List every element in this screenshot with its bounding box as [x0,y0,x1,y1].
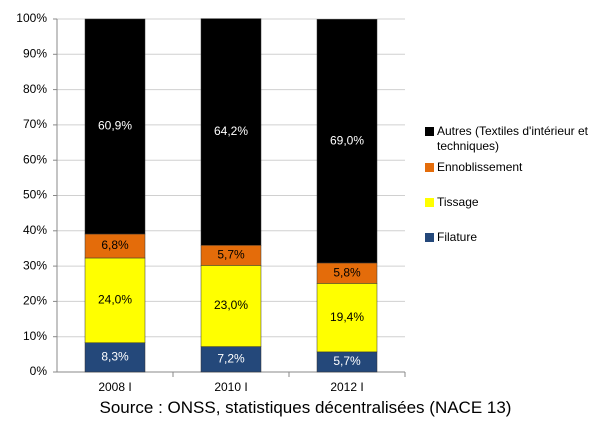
data-label: 7,2% [217,351,245,365]
y-tick-label: 80% [23,82,47,96]
bar-segment [84,257,146,343]
data-label: 23,0% [214,298,248,312]
bar-segment [316,283,378,353]
y-tick-label: 70% [23,117,47,131]
data-label: 5,8% [333,265,361,279]
x-tick-label: 2012 I [330,380,363,394]
y-tick-label: 30% [23,258,47,272]
legend-swatch [425,233,434,242]
legend-label: Filature [437,230,478,244]
bar-segment [200,346,262,373]
data-label: 24,0% [98,293,132,307]
bar-segment [84,233,146,259]
legend-item: Tissage [425,195,611,210]
legend-item: Autres (Textiles d'intérieur et techniqu… [425,124,611,154]
y-tick-label: 0% [30,364,48,378]
legend-label: Ennoblissement [437,160,523,174]
data-label: 6,8% [101,238,129,252]
legend: Autres (Textiles d'intérieur et techniqu… [425,124,611,265]
bar-segment [200,265,262,347]
data-label: 5,7% [217,248,245,262]
data-label: 5,7% [333,354,361,368]
y-tick-label: 100% [16,11,47,25]
y-tick-label: 50% [23,188,47,202]
data-label: 8,3% [101,350,129,364]
bar-segment [84,342,146,373]
data-label: 69,0% [330,133,364,147]
bar-segment [316,19,378,264]
x-tick-label: 2010 I [214,380,247,394]
bar-segment [200,18,262,246]
legend-item: Ennoblissement [425,160,611,175]
y-tick-label: 10% [23,329,47,343]
legend-swatch [425,163,434,172]
data-label: 19,4% [330,310,364,324]
x-tick-label: 2008 I [98,380,131,394]
y-tick-label: 60% [23,152,47,166]
data-label: 60,9% [98,119,132,133]
legend-label: Tissage [437,195,479,209]
y-tick-label: 90% [23,46,47,60]
legend-swatch [425,198,434,207]
y-tick-label: 40% [23,223,47,237]
y-tick-label: 20% [23,294,47,308]
bar-segment [84,18,146,235]
legend-label: Autres (Textiles d'intérieur et techniqu… [437,124,589,153]
source: Source : ONSS, statistiques décentralisé… [99,398,512,417]
legend-swatch [425,127,434,136]
data-label: 64,2% [214,124,248,138]
legend-item: Filature [425,230,611,245]
